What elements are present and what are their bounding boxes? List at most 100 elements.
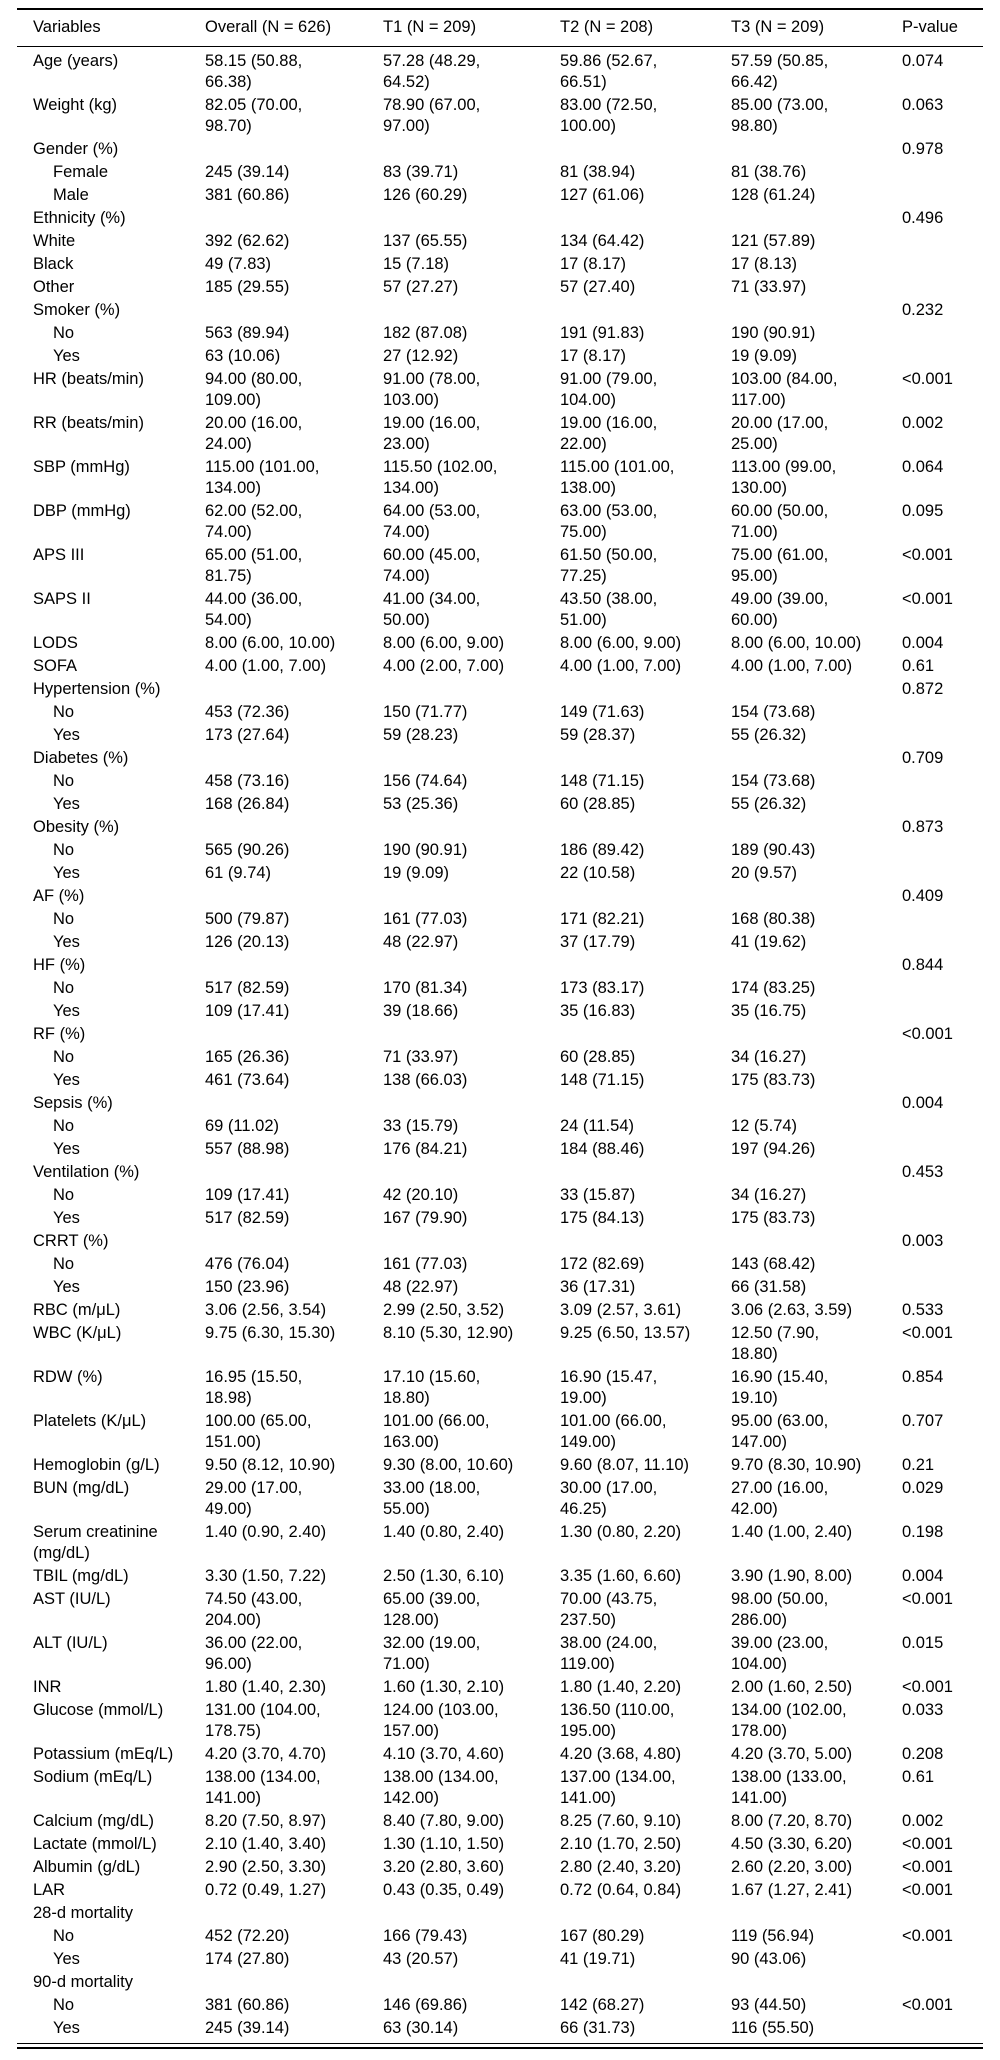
value-cell: 168 (26.84) [205, 795, 290, 813]
table-row: Serum creatinine (mg/dL) 1.40 (0.90, 2.40… [17, 1521, 983, 1565]
value-cell: 35 (16.83) [560, 1002, 636, 1020]
value-cell: 16.90 (15.47, 19.00) [560, 1368, 658, 1407]
value-cell: 9.70 (8.30, 10.90) [731, 1456, 862, 1474]
table-row: BUN (mg/dL) 29.00 (17.00, 49.00) 33.00 (18… [17, 1477, 983, 1521]
value-cell [560, 1902, 731, 1925]
pvalue-cell: 0.029 [902, 1479, 944, 1497]
value-cell: 9.30 (8.00, 10.60) [383, 1456, 514, 1474]
variable-cell: Yes [53, 933, 80, 951]
variable-cell: APS III [33, 546, 85, 564]
value-cell: 93 (44.50) [731, 1996, 807, 2014]
table-row: Potassium (mEq/L) 4.20 (3.70, 4.70) 4.10 (… [17, 1743, 983, 1766]
value-cell: 113.00 (99.00, 130.00) [731, 458, 837, 497]
value-cell [383, 954, 560, 977]
pvalue-cell [902, 1971, 983, 1994]
variable-cell: Sepsis (%) [33, 1094, 113, 1112]
value-cell: 74.50 (43.00, 204.00) [205, 1590, 303, 1629]
value-cell: 24 (11.54) [560, 1117, 634, 1135]
value-cell: 43 (20.57) [383, 1950, 459, 1968]
table-row: Female 245 (39.14) 83 (39.71) 81 (38.94) 81 … [17, 161, 983, 184]
table-row: Lactate (mmol/L) 2.10 (1.40, 3.40) 1.30 (1… [17, 1833, 983, 1856]
table-row: CRRT (%) 0.003 [17, 1230, 983, 1253]
variable-cell: SOFA [33, 657, 78, 675]
value-cell: 1.80 (1.40, 2.30) [205, 1678, 327, 1696]
value-cell: 4.20 (3.70, 4.70) [205, 1745, 327, 1763]
value-cell: 191 (91.83) [560, 324, 645, 342]
value-cell: 500 (79.87) [205, 910, 290, 928]
value-cell: 3.35 (1.60, 6.60) [560, 1567, 682, 1585]
value-cell: 60.00 (50.00, 71.00) [731, 502, 829, 541]
value-cell [383, 1971, 560, 1994]
variable-cell: 90-d mortality [33, 1973, 133, 1991]
variable-cell: Calcium (mg/dL) [33, 1812, 155, 1830]
variable-cell: RBC (m/μL) [33, 1301, 121, 1319]
variable-cell: No [53, 703, 75, 721]
column-header: T3 (N = 209) [731, 9, 902, 47]
value-cell: 2.80 (2.40, 3.20) [560, 1858, 682, 1876]
pvalue-cell: 0.003 [902, 1232, 944, 1250]
value-cell: 22 (10.58) [560, 864, 636, 882]
pvalue-cell [902, 977, 983, 1000]
value-cell: 38.00 (24.00, 119.00) [560, 1634, 658, 1673]
pvalue-cell: <0.001 [902, 1590, 953, 1608]
value-cell [205, 1902, 383, 1925]
table-row: Albumin (g/dL) 2.90 (2.50, 3.30) 3.20 (2.8… [17, 1856, 983, 1879]
value-cell: 109 (17.41) [205, 1002, 290, 1020]
value-cell [731, 207, 902, 230]
value-cell [383, 1230, 560, 1253]
value-cell: 176 (84.21) [383, 1140, 468, 1158]
table-row: No 563 (89.94) 182 (87.08) 191 (91.83) 190 (… [17, 322, 983, 345]
table-row: Ventilation (%) 0.453 [17, 1161, 983, 1184]
variable-cell: 28-d mortality [33, 1904, 133, 1922]
pvalue-cell [902, 770, 983, 793]
value-cell: 61.50 (50.00, 77.25) [560, 546, 658, 585]
pvalue-cell: 0.063 [902, 96, 944, 114]
value-cell [205, 816, 383, 839]
table-row: RDW (%) 16.95 (15.50, 18.98) 17.10 (15.60,… [17, 1366, 983, 1410]
value-cell: 58.15 (50.88, 66.38) [205, 52, 303, 91]
value-cell: 2.90 (2.50, 3.30) [205, 1858, 327, 1876]
pvalue-cell: 0.004 [902, 1567, 944, 1585]
value-cell: 17 (8.13) [731, 255, 798, 273]
value-cell: 138.00 (133.00, 141.00) [731, 1768, 847, 1807]
value-cell [560, 299, 731, 322]
value-cell: 4.10 (3.70, 4.60) [383, 1745, 505, 1763]
value-cell: 8.00 (6.00, 10.00) [731, 634, 862, 652]
value-cell [731, 1092, 902, 1115]
value-cell: 168 (80.38) [731, 910, 816, 928]
pvalue-cell [902, 1069, 983, 1092]
pvalue-cell: 0.854 [902, 1368, 944, 1386]
value-cell: 35 (16.75) [731, 1002, 807, 1020]
value-cell: 20.00 (16.00, 24.00) [205, 414, 303, 453]
value-cell: 128 (61.24) [731, 186, 816, 204]
pvalue-cell [902, 931, 983, 954]
column-header: T1 (N = 209) [383, 9, 560, 47]
value-cell: 1.60 (1.30, 2.10) [383, 1678, 505, 1696]
pvalue-cell [902, 322, 983, 345]
value-cell: 9.50 (8.12, 10.90) [205, 1456, 336, 1474]
value-cell: 98.00 (50.00, 286.00) [731, 1590, 829, 1629]
value-cell: 20 (9.57) [731, 864, 798, 882]
value-cell [560, 954, 731, 977]
value-cell: 66 (31.73) [560, 2019, 636, 2037]
value-cell: 60.00 (45.00, 74.00) [383, 546, 481, 585]
variable-cell: LODS [33, 634, 78, 652]
value-cell: 65.00 (39.00, 128.00) [383, 1590, 481, 1629]
variable-cell: Yes [53, 795, 80, 813]
pvalue-cell [902, 701, 983, 724]
value-cell [560, 1971, 731, 1994]
variable-cell: HF (%) [33, 956, 86, 974]
variable-cell: Yes [53, 2019, 80, 2037]
value-cell: 452 (72.20) [205, 1927, 290, 1945]
pvalue-cell: <0.001 [902, 1881, 953, 1899]
variable-cell: Female [53, 163, 109, 181]
table-row: HF (%) 0.844 [17, 954, 983, 977]
table-row: ALT (IU/L) 36.00 (22.00, 96.00) 32.00 (19.… [17, 1632, 983, 1676]
value-cell: 3.20 (2.80, 3.60) [383, 1858, 505, 1876]
value-cell: 563 (89.94) [205, 324, 290, 342]
variable-cell: No [53, 979, 75, 997]
variable-cell: TBIL (mg/dL) [33, 1567, 129, 1585]
value-cell: 15 (7.18) [383, 255, 450, 273]
value-cell: 101.00 (66.00, 163.00) [383, 1412, 490, 1451]
